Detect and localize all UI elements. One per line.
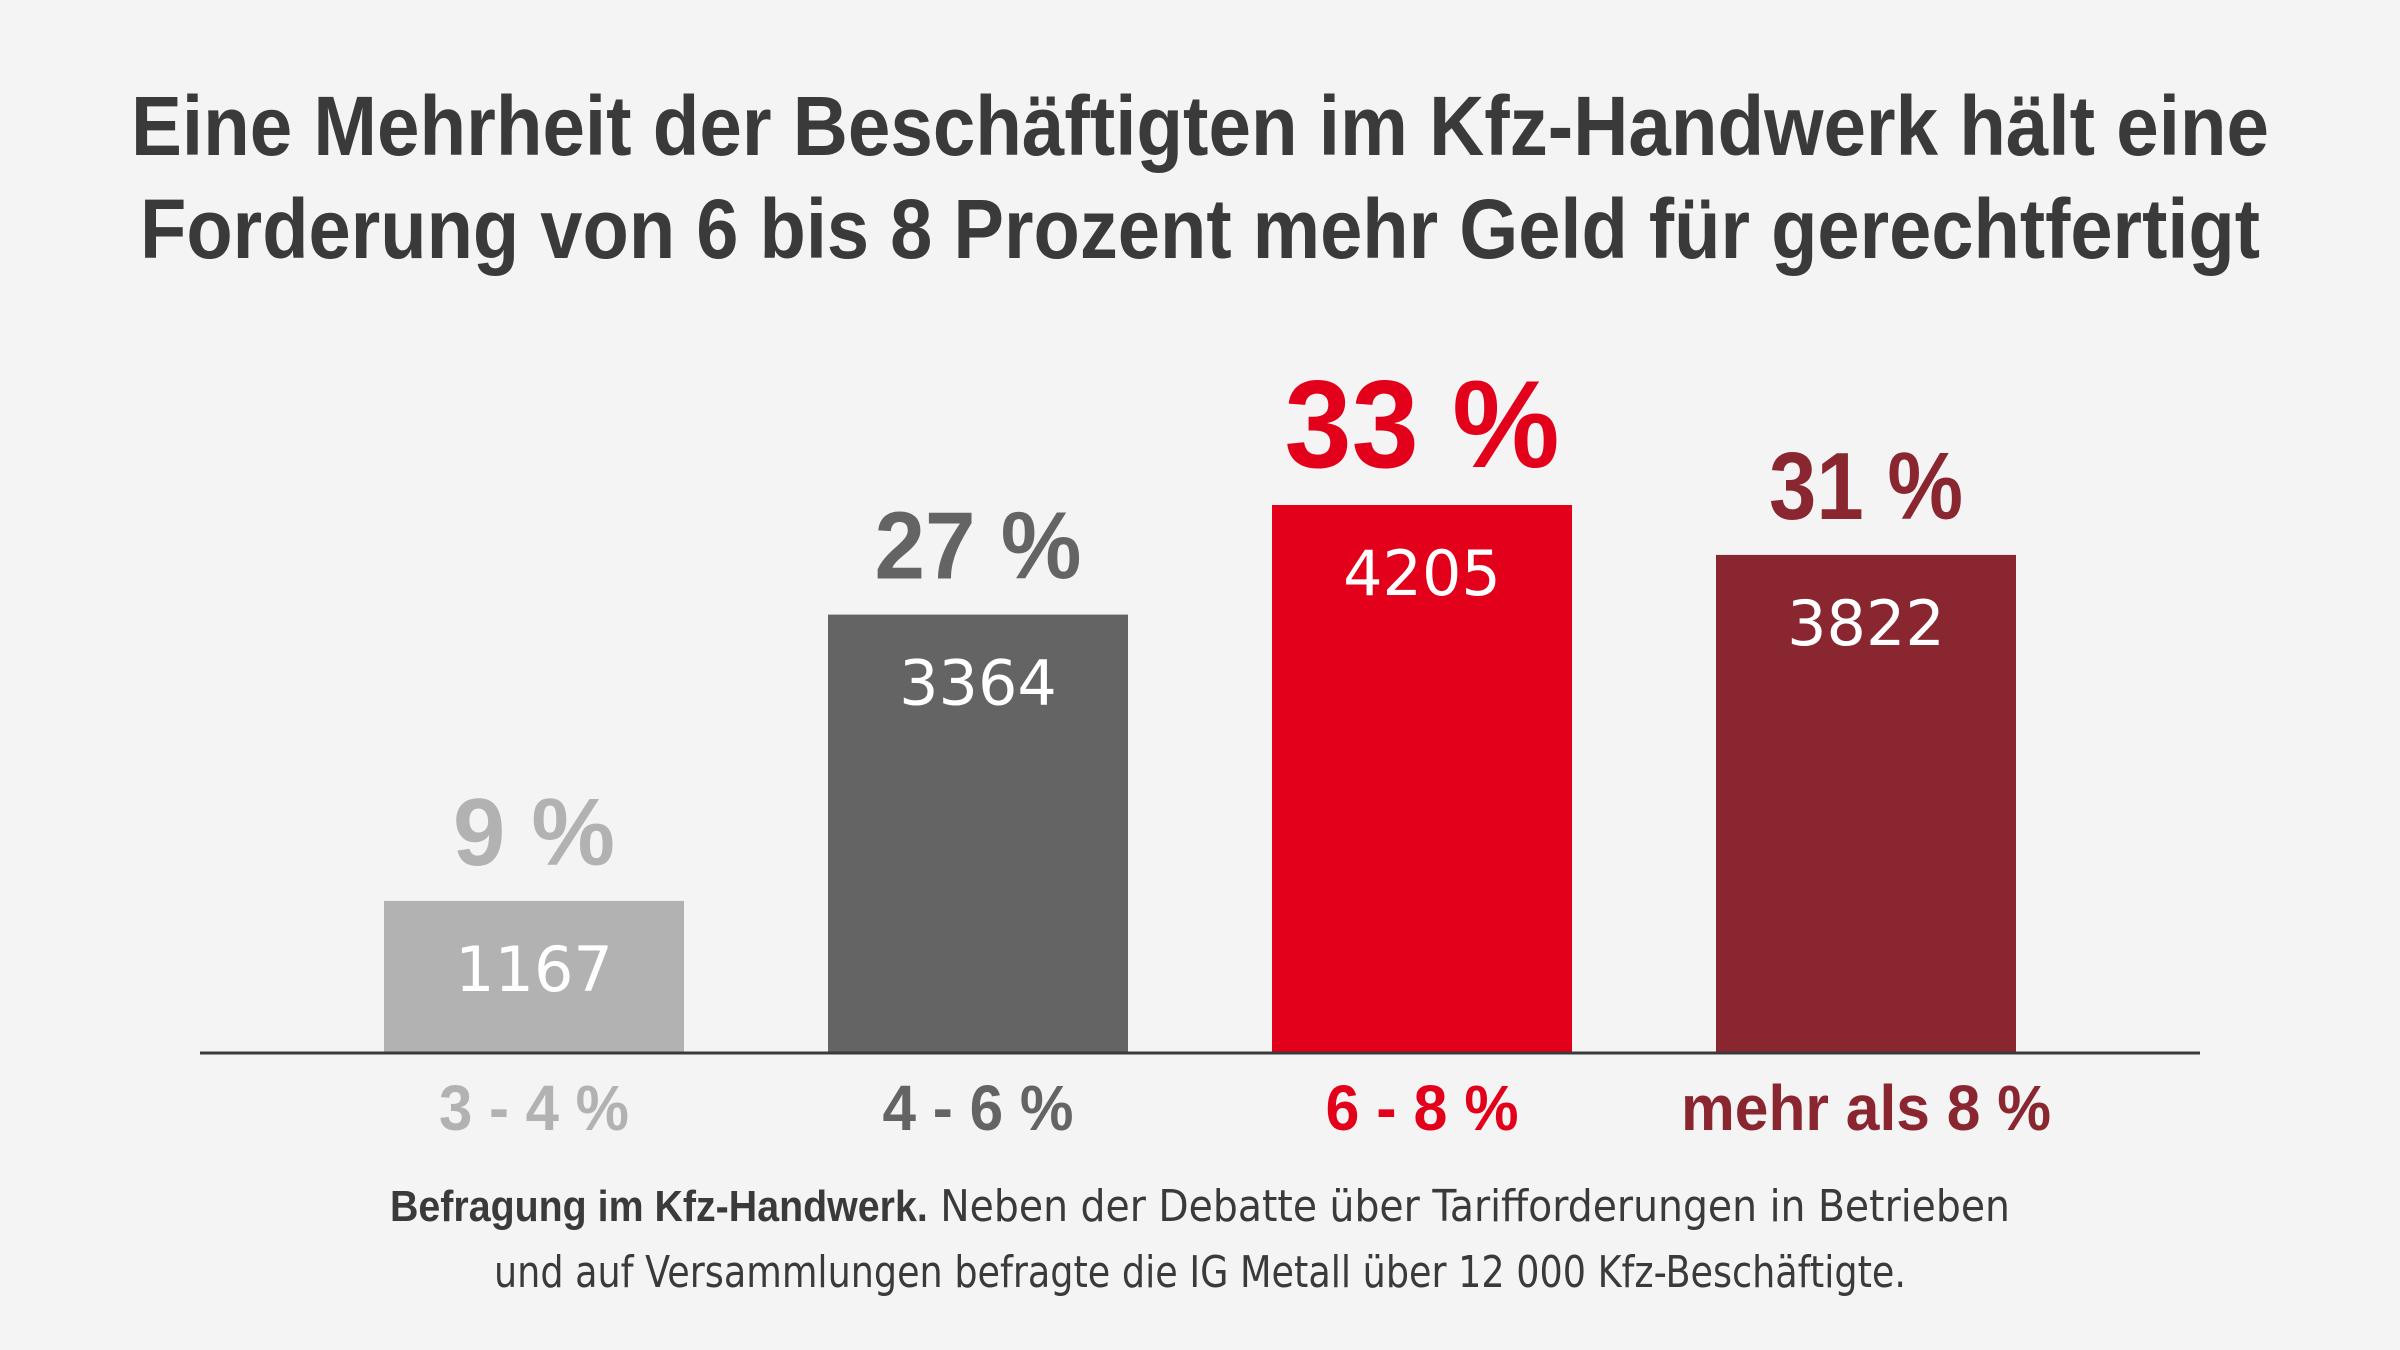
bar-percent-label: 27 % xyxy=(875,493,1082,600)
bar-2 xyxy=(828,614,1128,1053)
bars-group: 1167 9 % 3364 27 % 4205 33 % 3822 31 % xyxy=(384,356,2016,1053)
x-tick-label: 3 - 4 % xyxy=(439,1072,629,1144)
bar-percent-label: 33 % xyxy=(1285,356,1560,494)
bar-percent-label: 9 % xyxy=(453,779,615,886)
bar-count-label: 4205 xyxy=(1343,537,1501,610)
x-tick-label: mehr als 8 % xyxy=(1681,1072,2051,1144)
footer-line-1-rest: Neben der Debatte über Tarifforderungen … xyxy=(928,1181,2010,1232)
x-tick-label: 4 - 6 % xyxy=(883,1072,1074,1144)
x-tick-label: 6 - 8 % xyxy=(1326,1072,1519,1144)
bar-count-label: 1167 xyxy=(455,933,613,1006)
bar-3 xyxy=(1272,505,1572,1053)
bar-count-label: 3364 xyxy=(899,647,1057,720)
bar-count-label: 3822 xyxy=(1787,587,1945,660)
footer-line-1: Befragung im Kfz-Handwerk. Neben der Deb… xyxy=(390,1181,2010,1232)
category-labels: 3 - 4 % 4 - 6 % 6 - 8 % mehr als 8 % xyxy=(439,1072,2051,1144)
footer-bold: Befragung im Kfz-Handwerk. xyxy=(390,1182,928,1231)
bar-percent-label: 31 % xyxy=(1769,433,1963,540)
footer-line-2: und auf Versammlungen befragte die IG Me… xyxy=(494,1247,1906,1298)
chart-title-line-1: Eine Mehrheit der Beschäftigten im Kfz-H… xyxy=(131,79,2269,173)
bar-1 xyxy=(384,900,684,1053)
chart-title-line-2: Forderung von 6 bis 8 Prozent mehr Geld … xyxy=(140,182,2260,276)
bar-4 xyxy=(1716,554,2016,1053)
